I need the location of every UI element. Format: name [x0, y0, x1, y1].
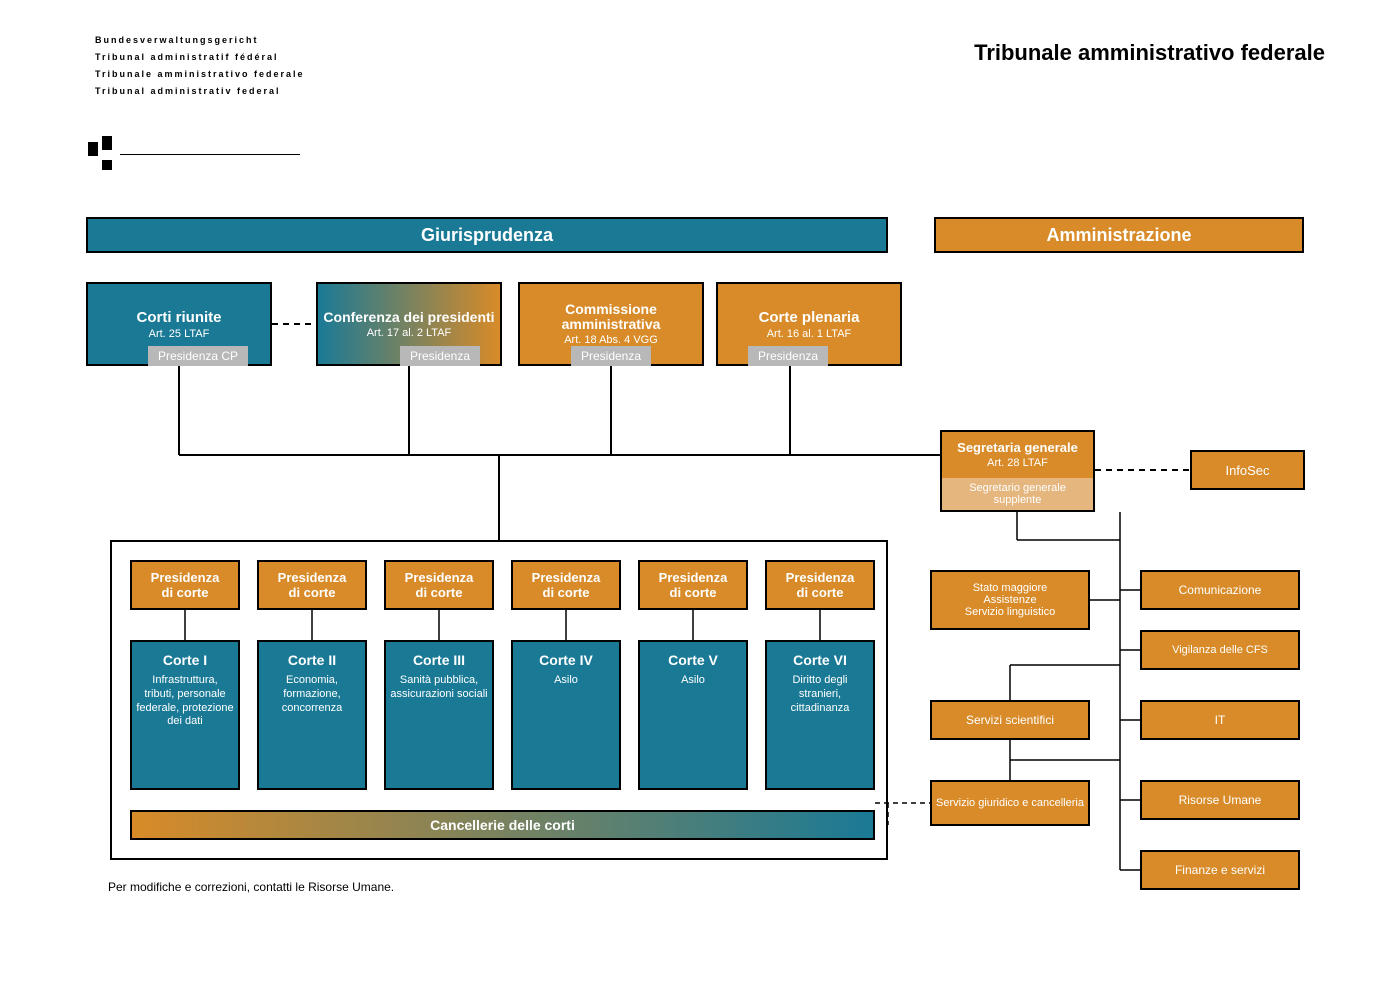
footnote: Per modifiche e correzioni, contatti le …	[108, 880, 394, 894]
presidenza-label-2: di corte	[670, 585, 717, 600]
conferenza-strip: Presidenza	[400, 346, 480, 366]
presidenza-label-2: di corte	[797, 585, 844, 600]
bar-amministrazione: Amministrazione	[934, 217, 1304, 253]
risorse-umane-label: Risorse Umane	[1179, 793, 1262, 807]
corte-title: Corte IV	[539, 652, 593, 668]
box-it: IT	[1140, 700, 1300, 740]
commissione-sub: Art. 18 Abs. 4 VGG	[564, 334, 658, 346]
presidenza-label-1: Presidenza	[405, 570, 474, 585]
header-name-line: Tribunale amministrativo federale	[95, 66, 305, 83]
main-title: Tribunale amministrativo federale	[974, 40, 1325, 66]
header-names: Bundesverwaltungsgericht Tribunal admini…	[95, 32, 305, 100]
comunicazione-label: Comunicazione	[1179, 583, 1262, 597]
corte-title: Corte II	[288, 652, 336, 668]
commissione-title: Commissione amministrativa	[524, 302, 698, 333]
corte-desc: Diritto degli stranieri, cittadinanza	[771, 674, 869, 715]
servizi-scientifici-label: Servizi scientifici	[966, 713, 1054, 727]
logo-icon	[88, 142, 112, 175]
corte-desc: Asilo	[681, 674, 705, 688]
box-segretaria: Segretaria generale Art. 28 LTAF Segreta…	[940, 430, 1095, 512]
bar-amministrazione-label: Amministrazione	[1046, 225, 1191, 246]
presidenza-label-1: Presidenza	[532, 570, 601, 585]
box-comunicazione: Comunicazione	[1140, 570, 1300, 610]
box-presidenza-corte: Presidenzadi corte	[130, 560, 240, 610]
stato-maggiore-label: Stato maggiore Assistenze Servizio lingu…	[965, 582, 1055, 618]
box-presidenza-corte: Presidenzadi corte	[638, 560, 748, 610]
box-corte: Corte III Sanità pubblica, assicurazioni …	[384, 640, 494, 790]
box-corte: Corte II Economia, formazione, concorrenz…	[257, 640, 367, 790]
presidenza-label-2: di corte	[289, 585, 336, 600]
plenaria-title: Corte plenaria	[759, 309, 860, 326]
servizio-giuridico-label: Servizio giuridico e cancelleria	[936, 797, 1084, 809]
corti-riunite-title: Corti riunite	[137, 309, 222, 326]
box-corte: Corte VI Diritto degli stranieri, cittadi…	[765, 640, 875, 790]
corte-title: Corte V	[668, 652, 718, 668]
box-presidenza-corte: Presidenzadi corte	[384, 560, 494, 610]
conferenza-title: Conferenza dei presidenti	[323, 309, 494, 325]
box-stato-maggiore: Stato maggiore Assistenze Servizio lingu…	[930, 570, 1090, 630]
box-commissione: Commissione amministrativa Art. 18 Abs. …	[518, 282, 704, 366]
presidenza-label-1: Presidenza	[278, 570, 347, 585]
segretaria-strip: Segretario generale supplente	[942, 478, 1093, 510]
bar-giurisprudenza: Giurisprudenza	[86, 217, 888, 253]
box-vigilanza: Vigilanza delle CFS	[1140, 630, 1300, 670]
segretaria-sub: Art. 28 LTAF	[987, 457, 1048, 469]
box-conferenza: Conferenza dei presidenti Art. 17 al. 2 …	[316, 282, 502, 366]
presidenza-label-2: di corte	[543, 585, 590, 600]
it-label: IT	[1215, 713, 1226, 727]
chart-root: Bundesverwaltungsgericht Tribunal admini…	[0, 0, 1400, 988]
vigilanza-label: Vigilanza delle CFS	[1172, 644, 1268, 656]
plenaria-sub: Art. 16 al. 1 LTAF	[767, 328, 852, 340]
corte-title: Corte III	[413, 652, 465, 668]
box-corte: Corte IV Asilo	[511, 640, 621, 790]
presidenza-label-2: di corte	[416, 585, 463, 600]
box-corti-riunite: Corti riunite Art. 25 LTAF Presidenza CP	[86, 282, 272, 366]
box-corte: Corte V Asilo	[638, 640, 748, 790]
box-risorse-umane: Risorse Umane	[1140, 780, 1300, 820]
commissione-strip: Presidenza	[571, 346, 651, 366]
box-plenaria: Corte plenaria Art. 16 al. 1 LTAF Presid…	[716, 282, 902, 366]
presidenza-label-1: Presidenza	[786, 570, 855, 585]
box-cancellerie: Cancellerie delle corti	[130, 810, 875, 840]
plenaria-strip: Presidenza	[748, 346, 828, 366]
box-servizio-giuridico: Servizio giuridico e cancelleria	[930, 780, 1090, 826]
conferenza-sub: Art. 17 al. 2 LTAF	[367, 327, 452, 339]
corte-desc: Sanità pubblica, assicurazioni sociali	[390, 674, 488, 702]
presidenza-label-2: di corte	[162, 585, 209, 600]
box-corte: Corte I Infrastruttura, tributi, personal…	[130, 640, 240, 790]
box-presidenza-corte: Presidenzadi corte	[765, 560, 875, 610]
box-servizi-scientifici: Servizi scientifici	[930, 700, 1090, 740]
corti-riunite-strip: Presidenza CP	[148, 346, 248, 366]
header-name-line: Bundesverwaltungsgericht	[95, 32, 305, 49]
segretaria-title: Segretaria generale	[957, 440, 1078, 455]
bar-giurisprudenza-label: Giurisprudenza	[421, 225, 553, 246]
logo-rule	[120, 154, 300, 155]
header-name-line: Tribunal administratif fédéral	[95, 49, 305, 66]
corte-desc: Asilo	[554, 674, 578, 688]
infosec-label: InfoSec	[1225, 463, 1269, 478]
presidenza-label-1: Presidenza	[151, 570, 220, 585]
corte-desc: Infrastruttura, tributi, personale feder…	[136, 674, 234, 729]
box-presidenza-corte: Presidenzadi corte	[257, 560, 367, 610]
corte-title: Corte I	[163, 652, 207, 668]
finanze-label: Finanze e servizi	[1175, 863, 1265, 877]
corti-riunite-sub: Art. 25 LTAF	[149, 328, 210, 340]
cancellerie-label: Cancellerie delle corti	[430, 817, 575, 833]
header-name-line: Tribunal administrativ federal	[95, 83, 305, 100]
box-infosec: InfoSec	[1190, 450, 1305, 490]
corte-desc: Economia, formazione, concorrenza	[263, 674, 361, 715]
presidenza-label-1: Presidenza	[659, 570, 728, 585]
corte-title: Corte VI	[793, 652, 847, 668]
box-finanze: Finanze e servizi	[1140, 850, 1300, 890]
box-presidenza-corte: Presidenzadi corte	[511, 560, 621, 610]
